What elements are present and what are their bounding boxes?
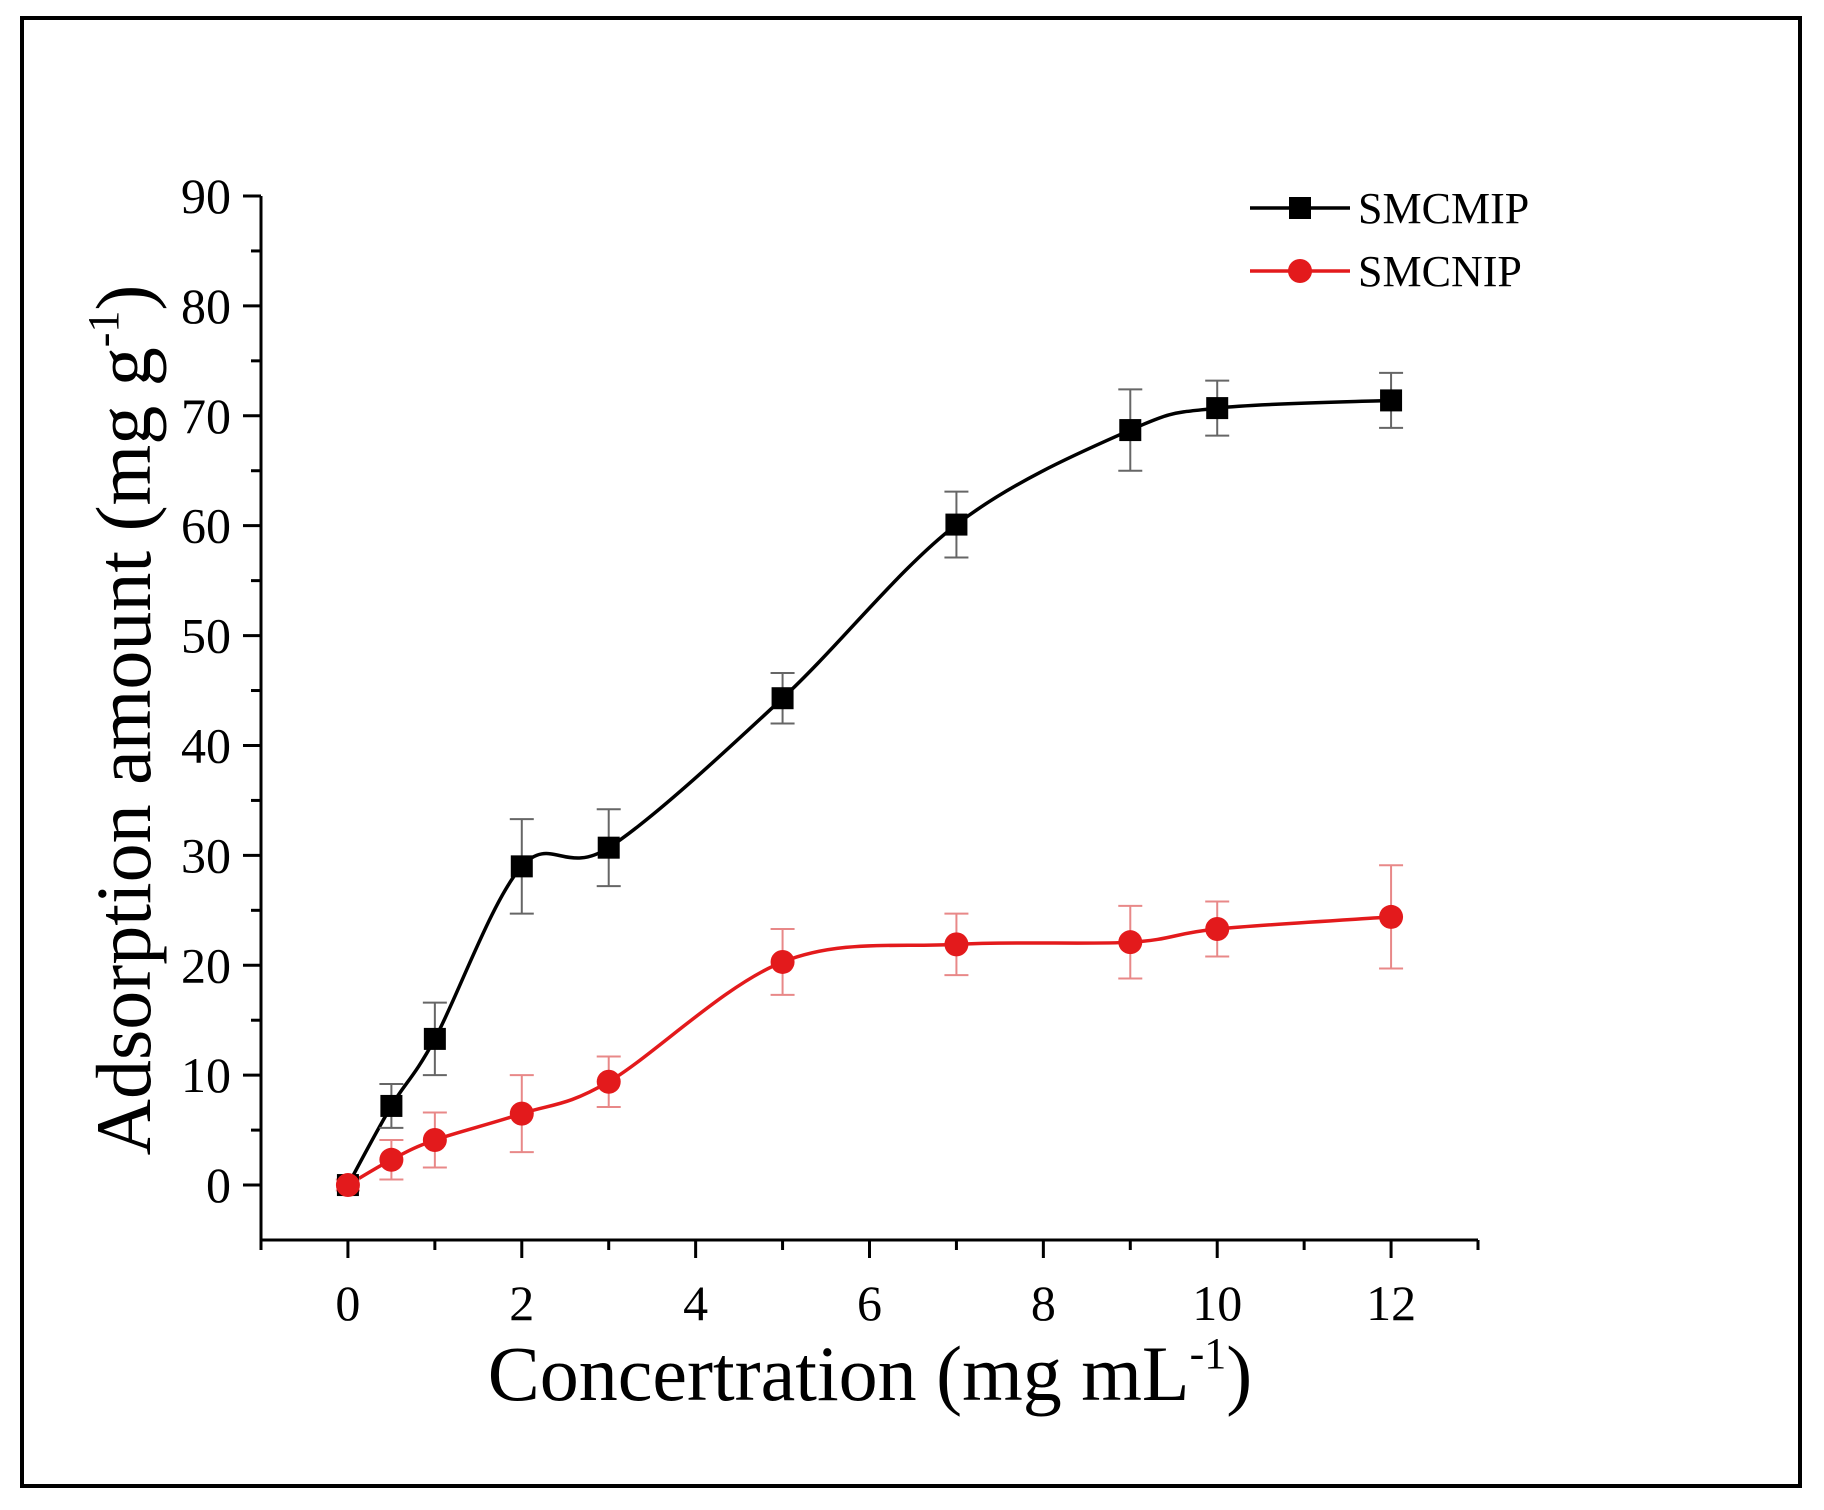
y-tick-label: 0 — [206, 1157, 231, 1213]
smcmip-point — [380, 1094, 403, 1117]
smcnip-point — [335, 1173, 360, 1198]
smcmip-point — [771, 687, 794, 710]
smcmip-point — [1380, 389, 1403, 412]
legend: SMCMIP SMCNIP — [1250, 184, 1529, 296]
smcnip-point — [944, 932, 969, 957]
y-tick-label: 10 — [181, 1047, 231, 1103]
x-tick-label: 10 — [1192, 1275, 1242, 1331]
smcmip-line — [346, 398, 1392, 1186]
x-tick-label: 0 — [335, 1275, 360, 1331]
smcmip-point — [945, 513, 968, 536]
x-tick-label: 12 — [1366, 1275, 1416, 1331]
y-tick-label: 30 — [181, 827, 231, 883]
y-tick-label: 40 — [181, 717, 231, 773]
smcnip-line — [347, 915, 1392, 1187]
y-tick-label: 50 — [181, 608, 231, 664]
smcmip-point — [1206, 397, 1229, 420]
error-bars — [335, 371, 1404, 1192]
smcnip-point — [1205, 916, 1230, 941]
smcnip-point — [1118, 930, 1143, 955]
legend-smcmip-label: SMCMIP — [1358, 184, 1529, 233]
smcmip-point — [1119, 419, 1142, 442]
legend-smcnip-marker — [1288, 259, 1312, 283]
x-tick-label: 2 — [509, 1275, 534, 1331]
smcmip-point — [423, 1027, 446, 1050]
figure-frame — [20, 16, 1802, 1488]
smcnip-point — [379, 1147, 404, 1172]
series-curves — [346, 398, 1392, 1187]
y-tick-label: 90 — [181, 168, 231, 224]
smcnip-point — [422, 1127, 447, 1152]
smcnip-point — [596, 1069, 621, 1094]
x-tick-label: 4 — [683, 1275, 708, 1331]
y-axis-title: Adsorption amount (mg g-1) — [79, 285, 167, 1156]
data-markers — [335, 389, 1404, 1198]
axes: 0 10 20 30 40 50 60 70 80 90 0 2 4 6 8 10 12 — [181, 168, 1480, 1331]
y-tick-label: 60 — [181, 498, 231, 554]
y-tick-label: 80 — [181, 278, 231, 334]
x-tick-label: 6 — [857, 1275, 882, 1331]
x-tick-label: 8 — [1031, 1275, 1056, 1331]
smcmip-point — [597, 836, 620, 859]
legend-smcmip-marker — [1289, 197, 1311, 219]
smcnip-point — [1379, 904, 1404, 929]
smcmip-point — [510, 855, 533, 878]
y-tick-label: 70 — [181, 388, 231, 444]
y-tick-label: 20 — [181, 937, 231, 993]
x-axis-title: Concertration (mg mL-1) — [488, 1329, 1252, 1417]
smcnip-point — [509, 1101, 534, 1126]
smcnip-point — [770, 949, 795, 974]
legend-smcnip-label: SMCNIP — [1358, 247, 1522, 296]
